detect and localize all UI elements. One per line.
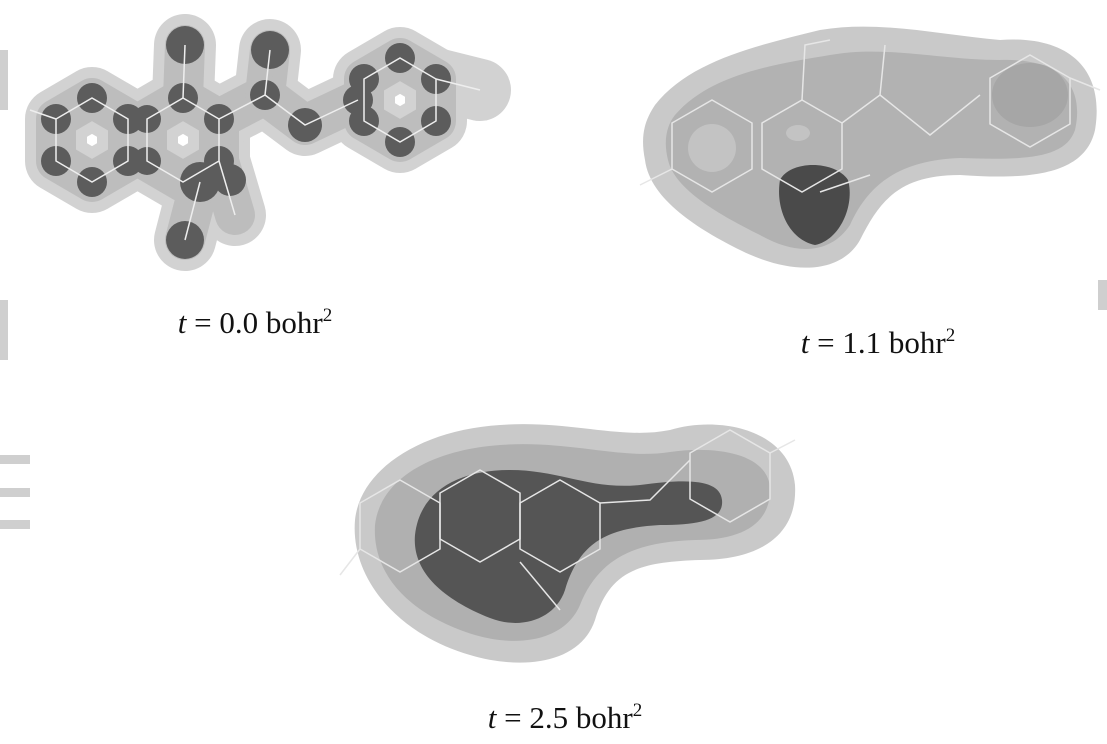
caption: t = 2.5 bohr2 [488, 700, 642, 735]
caption-text: = 0.0 bohr [186, 305, 323, 340]
figure: t = 0.0 bohr2 t = 1.1 bohr2 t = 2.5 bohr… [0, 0, 1107, 744]
molecule-density-3 [340, 424, 795, 662]
molecule-density-2 [640, 27, 1100, 268]
caption-text: = 1.1 bohr [809, 325, 946, 360]
caption-text: = 2.5 bohr [496, 700, 633, 735]
caption: t = 1.1 bohr2 [801, 325, 955, 360]
caption-exponent: 2 [323, 305, 333, 326]
caption: t = 0.0 bohr2 [178, 305, 332, 340]
caption-exponent: 2 [633, 700, 643, 721]
molecule-density-1 [30, 26, 480, 259]
caption-exponent: 2 [946, 325, 956, 346]
